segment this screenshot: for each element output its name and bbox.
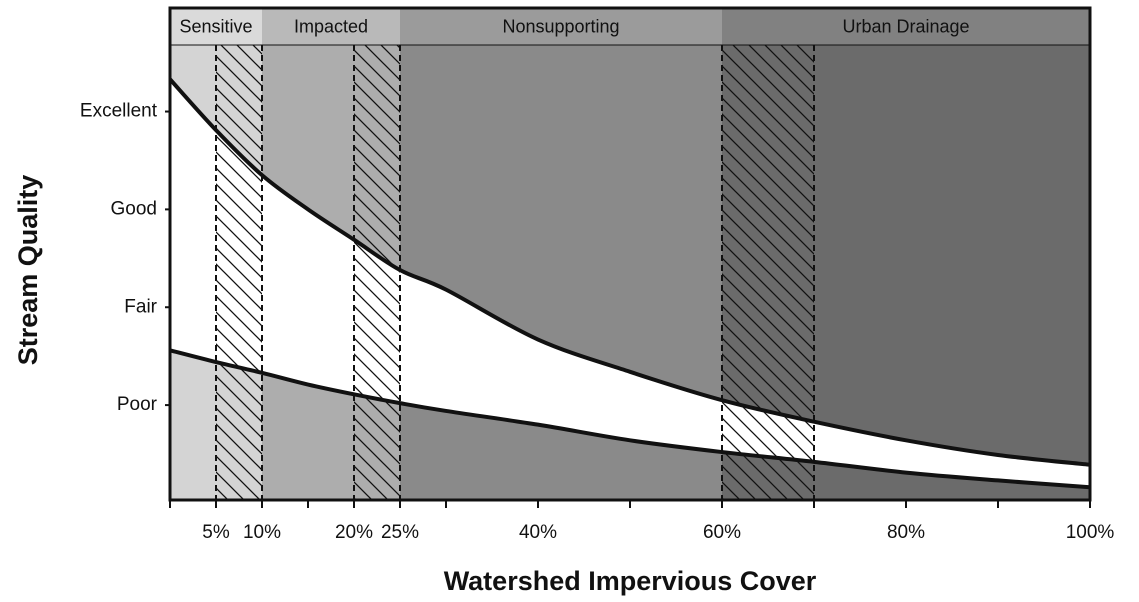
transition-hatch xyxy=(722,45,814,500)
plot: Sensitive Impacted Nonsupporting Urban Drai… xyxy=(80,6,1115,543)
x-tick-label: 60% xyxy=(703,522,741,543)
x-tick-label: 40% xyxy=(519,522,557,543)
zone-label: Urban Drainage xyxy=(842,16,969,36)
y-tick-label: Poor xyxy=(117,394,158,415)
y-tick-label: Good xyxy=(111,198,157,219)
y-tick-label: Fair xyxy=(124,296,157,317)
x-tick-label: 20% xyxy=(335,522,373,543)
zone-header xyxy=(722,8,1090,45)
x-tick-label: 5% xyxy=(202,522,230,543)
x-tick-label: 10% xyxy=(243,522,281,543)
x-tick-label: 100% xyxy=(1066,522,1115,543)
zone-label: Sensitive xyxy=(179,16,252,36)
transition-hatch xyxy=(216,45,262,500)
x-axis-title: Watershed Impervious Cover xyxy=(444,566,817,596)
transition-hatch xyxy=(354,45,400,500)
zone-header xyxy=(262,8,400,45)
y-tick-label: Excellent xyxy=(80,101,158,122)
x-tick-label: 80% xyxy=(887,522,925,543)
x-tick-label: 25% xyxy=(381,522,419,543)
zone-header xyxy=(400,8,722,45)
zone-label: Nonsupporting xyxy=(502,16,619,36)
zone-label: Impacted xyxy=(294,16,368,36)
curve xyxy=(170,77,1090,467)
curve xyxy=(170,348,1090,490)
y-axis-title: Stream Quality xyxy=(13,175,43,366)
zone-header xyxy=(170,8,262,45)
